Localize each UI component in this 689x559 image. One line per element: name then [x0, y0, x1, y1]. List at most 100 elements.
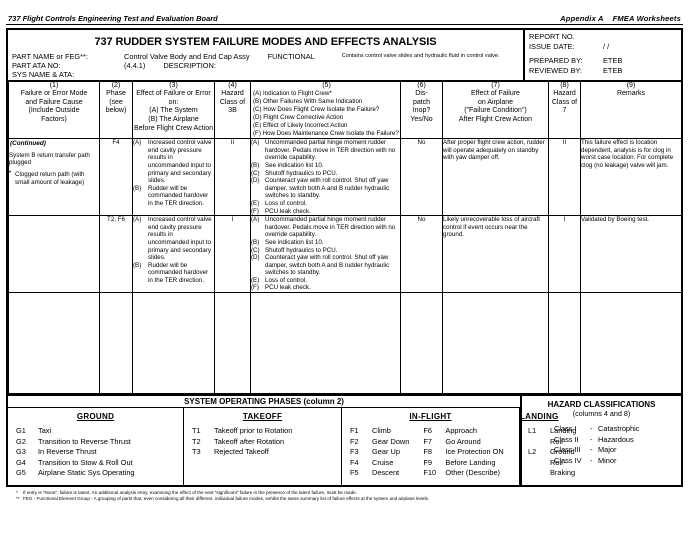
crew-item: (F) PCU leak check.	[251, 208, 400, 216]
failure-mode-bullets-1: Clogged return path (with small amount o…	[9, 170, 99, 186]
phase-code: G3	[16, 447, 26, 457]
column-title-5-lines: (A) Indication to Flight Crew* (B) Other…	[253, 90, 400, 138]
crew-item-text: Loss of control.	[265, 276, 307, 284]
hazard-class-code: Class III	[554, 445, 581, 455]
phase-label: Takeoff prior to Rotation	[214, 426, 293, 436]
effect-item: (A) Increased control valve end cavity p…	[133, 139, 214, 185]
list-item: G2 Transition to Reverse Thrust	[16, 437, 183, 448]
crew-item-tag: (D)	[251, 254, 260, 262]
functional-description-label-2: DESCRIPTION:	[163, 61, 216, 71]
phase-code: F9	[423, 457, 433, 467]
list-item: Class II - Hazardous	[554, 435, 681, 446]
dispatch-inop-value-1: No	[417, 139, 426, 147]
list-item: F8 Ice Protection ON	[423, 447, 503, 458]
column-title-8-line-3: 7	[562, 107, 567, 115]
list-item: F1 Climb	[350, 426, 409, 437]
cell-dispatch-1: No	[400, 138, 443, 217]
crew-item-tag: (C)	[251, 246, 260, 254]
effect-item-text: Increased control valve end cavity press…	[148, 216, 212, 262]
phases-inflight-columns: F1 Climb F2 Gear Down F3 Gear Up F4 Cruise F…	[342, 426, 519, 479]
column-title-7-line-2: on Airplane	[477, 98, 514, 106]
effect-after-action-text-2: Likely unrecoverable loss of aircraft co…	[443, 216, 540, 239]
column-number-8: (8)	[560, 81, 569, 89]
column-title-5-line-4: (D) Flight Crew Corrective Action	[253, 114, 344, 122]
filler-cell-1	[8, 292, 100, 395]
column-title-6-line-2: patch	[412, 98, 431, 106]
list-item: Class IV - Minor	[554, 456, 681, 467]
list-item: Class I - Catastrophic	[554, 424, 681, 435]
failure-mode-title-1: System B return transfer path plugged	[9, 151, 90, 167]
phase-label: Ice Protection ON	[445, 447, 504, 457]
column-header-2: (2) Phase (see below)	[99, 80, 133, 140]
phase-code: G1	[16, 426, 26, 436]
effect-item-tag: (B)	[133, 261, 142, 269]
list-item: G3 In Reverse Thrust	[16, 447, 183, 458]
phases-takeoff-list: T1 Takeoff prior to Rotation T2 Takeoff af…	[184, 426, 341, 458]
phases-inflight-list-left: F1 Climb F2 Gear Down F3 Gear Up F4 Cruise F…	[350, 426, 409, 479]
table-row: T2, F6 (A) Increased control valve end c…	[8, 215, 682, 294]
hazard-class-code: Class II	[554, 434, 579, 444]
crew-item: (D) Counteract yaw with roll control. Sh…	[251, 177, 400, 200]
phase-code: F10	[423, 468, 437, 478]
phase-label: Takeoff after Rotation	[214, 436, 285, 446]
phase-code: G2	[16, 436, 26, 446]
filler-cell-6	[400, 292, 443, 395]
column-title-1-line-2: and Failure Cause	[25, 98, 83, 106]
effect-item-tag: (A)	[133, 139, 142, 147]
column-header-5: (5) (A) Indication to Flight Crew* (B) O…	[250, 80, 401, 140]
phases-inflight-list-right: F6 Approach F7 Go Around F8 Ice Protection …	[423, 426, 503, 479]
list-item: Clogged return path (with small amount o…	[9, 170, 99, 186]
crew-item-tag: (E)	[251, 199, 260, 207]
cell-hazard-3b-2: I	[214, 215, 251, 294]
cell-effect-after-1: After proper flight crew action, rudder …	[442, 138, 549, 217]
footnote-text: FEG - Functional Element Group - A group…	[23, 496, 430, 502]
column-header-6: (6) Dis- patch Inop? Yes/No	[400, 80, 443, 140]
crew-item-text: Uncommanded partial hinge moment rudder …	[265, 216, 396, 239]
crew-item: (B) See indication list 10.	[251, 239, 400, 247]
column-title-4-line-3: 3B	[228, 107, 237, 115]
part-ata-row: PART ATA NO: (4.4.1) DESCRIPTION:	[12, 61, 519, 70]
filler-cell-9	[580, 292, 682, 395]
column-title-5-line-1: (A) Indication to Flight Crew*	[253, 90, 332, 98]
phase-label: Descent	[372, 468, 400, 478]
column-title-5-line-2: (B) Other Failures With Same Indication	[253, 98, 363, 106]
column-header-4: (4) Hazard Class of 3B	[214, 80, 251, 140]
worksheet-frame: 737 RUDDER SYSTEM FAILURE MODES AND EFFE…	[6, 28, 683, 487]
list-item: F4 Cruise	[350, 458, 409, 469]
crew-item-text: See indication list 10.	[265, 161, 324, 169]
filler-cell-2	[99, 292, 133, 395]
effect-after-action-text-1: After proper flight crew action, rudder …	[443, 139, 545, 162]
phases-title: SYSTEM OPERATING PHASES (column 2)	[8, 396, 520, 409]
part-ata-label: PART ATA NO:	[12, 61, 61, 71]
column-title-6-line-1: Dis-	[415, 90, 428, 98]
hazard-dash: -	[590, 445, 593, 455]
crew-item-text: Loss of control.	[265, 199, 307, 207]
footnote-text: If entry is "None", failure is latent. A…	[23, 489, 357, 495]
phase-label: Taxi	[38, 426, 52, 436]
phase-label: Rejected Takeoff	[214, 447, 269, 457]
footnote-marker: **	[16, 496, 20, 502]
issue-date-label: ISSUE DATE:	[529, 42, 575, 51]
footnote-marker: *	[16, 489, 18, 495]
crew-item: (D) Counteract yaw with roll control. Sh…	[251, 254, 400, 277]
crew-item: (E) Loss of control.	[251, 277, 400, 285]
crew-item-text: PCU leak check.	[265, 284, 311, 292]
phase-value-2: T2, F6	[107, 216, 125, 224]
column-title-7-line-4: After Flight Crew Action	[458, 115, 533, 123]
hazard-class-code: Class IV	[554, 455, 582, 465]
phase-label: Ground Roll - Braking	[550, 447, 576, 478]
crew-item-tag: (B)	[251, 238, 260, 246]
phase-label: Transition to Stow & Roll Out	[38, 457, 133, 467]
filler-cell-3	[132, 292, 215, 395]
column-title-3-line-1: Effect of Failure or Error	[136, 90, 211, 98]
column-title-8-line-2: Class of	[551, 98, 578, 106]
column-title-1-line-3: (Include Outside	[28, 107, 80, 115]
phases-ground-heading: GROUND	[76, 412, 115, 422]
crew-item-text: See indication list 10.	[265, 238, 324, 246]
phase-code: L2	[528, 447, 537, 457]
effect-item-text: Rudder will be commanded hardover in the…	[148, 184, 209, 207]
list-item: F7 Go Around	[423, 437, 503, 448]
hazard-class-7-value-2: I	[563, 216, 566, 224]
phase-code: F8	[423, 447, 433, 457]
phase-label: Before Landing	[445, 457, 496, 467]
